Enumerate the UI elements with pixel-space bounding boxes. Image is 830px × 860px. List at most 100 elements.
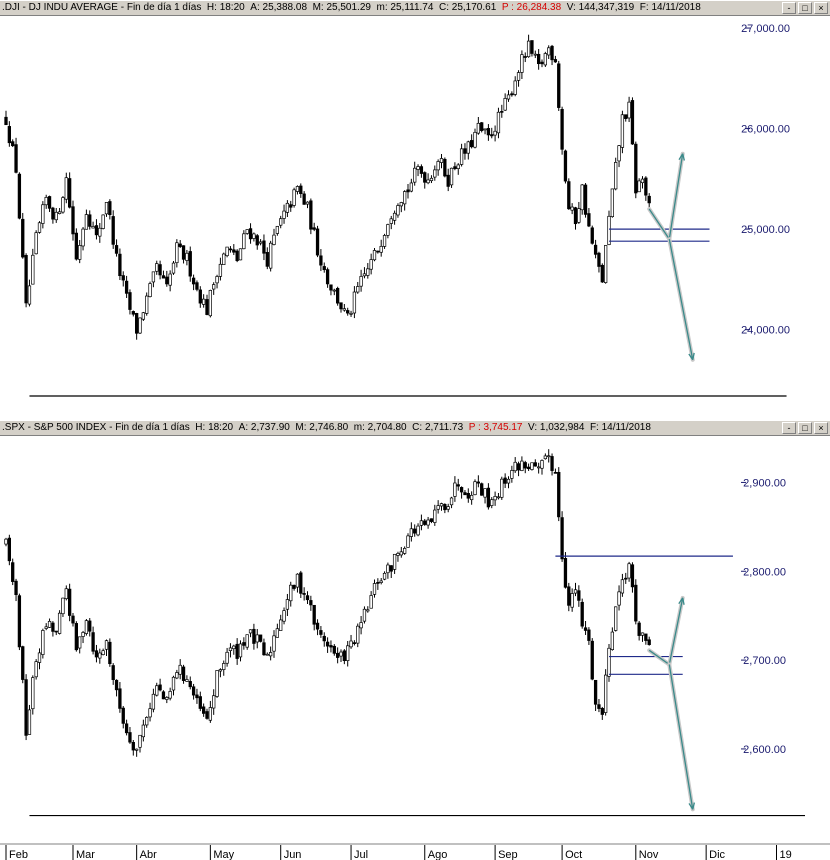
dji-candle bbox=[27, 285, 32, 305]
dji-candle bbox=[302, 193, 306, 205]
dji-candle bbox=[145, 295, 149, 314]
dji-candle bbox=[406, 189, 410, 193]
spx-candle bbox=[7, 537, 12, 562]
x-month-label: Jun bbox=[284, 849, 302, 860]
dji-projection-arrow-down-head bbox=[688, 352, 695, 361]
dji-candle bbox=[567, 181, 571, 210]
spx-candle bbox=[279, 619, 283, 631]
dji-candle bbox=[309, 200, 313, 230]
dji-candle bbox=[496, 111, 501, 134]
dji-candle bbox=[235, 250, 239, 262]
close-button[interactable]: × bbox=[814, 422, 828, 434]
spx-candle bbox=[325, 641, 330, 647]
spx-candle bbox=[98, 652, 102, 659]
dji-candle bbox=[138, 317, 142, 334]
spx-candle bbox=[349, 640, 353, 648]
spx-candle bbox=[245, 634, 249, 648]
spx-candle bbox=[235, 643, 239, 659]
spx-candle bbox=[14, 580, 18, 596]
spx-candle bbox=[175, 672, 179, 679]
spx-candle bbox=[486, 487, 491, 508]
dji-candle bbox=[372, 250, 377, 261]
spx-candle bbox=[419, 520, 424, 526]
dji-candle bbox=[634, 143, 638, 194]
minimize-button[interactable]: - bbox=[782, 2, 796, 14]
spx-candle bbox=[181, 666, 186, 681]
dji-candle bbox=[389, 218, 393, 224]
spx-candle bbox=[610, 631, 614, 650]
spx-candle bbox=[627, 563, 631, 579]
dji-candle bbox=[208, 290, 213, 317]
dji-candle bbox=[51, 207, 55, 220]
dji-candle bbox=[359, 276, 363, 287]
spx-candle bbox=[416, 525, 420, 536]
spx-candle bbox=[44, 626, 48, 629]
spx-candle bbox=[429, 518, 434, 522]
dji-candle bbox=[168, 273, 172, 286]
dji-candle bbox=[342, 308, 346, 311]
minimize-button[interactable]: - bbox=[782, 422, 796, 434]
dji-candle bbox=[255, 235, 259, 246]
dji-header-text: .DJI - DJ INDU AVERAGE - Fin de día 1 dí… bbox=[2, 2, 701, 13]
spx-candle bbox=[500, 478, 504, 498]
spx-candle bbox=[265, 653, 269, 656]
spx-candle bbox=[439, 503, 444, 507]
dji-candle bbox=[212, 284, 216, 290]
spx-candle bbox=[339, 651, 343, 657]
dji-candle bbox=[155, 263, 159, 272]
dji-candle bbox=[583, 184, 588, 215]
dji-candle bbox=[118, 253, 122, 277]
spx-candle bbox=[640, 632, 645, 636]
dji-candle bbox=[191, 277, 196, 285]
spx-y-tick-label: 2,800.00 bbox=[743, 566, 786, 578]
dji-candle bbox=[44, 197, 48, 206]
spx-candle bbox=[456, 484, 460, 487]
x-month-label: Abr bbox=[140, 849, 157, 860]
dji-candle bbox=[557, 63, 561, 108]
spx-candle bbox=[403, 548, 407, 554]
spx-candle bbox=[593, 679, 598, 705]
spx-candle bbox=[516, 463, 521, 471]
spx-candle bbox=[577, 590, 581, 601]
spx-candle bbox=[583, 627, 588, 631]
dji-candle bbox=[4, 116, 8, 126]
dji-candle bbox=[620, 114, 625, 148]
spx-candle bbox=[453, 482, 457, 497]
spx-candle bbox=[322, 635, 326, 642]
spx-candle bbox=[232, 645, 236, 650]
dji-candle bbox=[245, 229, 249, 234]
spx-candle bbox=[567, 586, 571, 606]
dji-candle bbox=[366, 268, 370, 276]
maximize-button[interactable]: □ bbox=[798, 2, 812, 14]
spx-projection-arrow-down bbox=[668, 664, 694, 810]
spx-candle bbox=[188, 681, 192, 688]
spx-candle bbox=[88, 620, 92, 632]
dji-candle bbox=[258, 241, 263, 244]
spx-candle bbox=[587, 629, 591, 641]
spx-candle bbox=[71, 615, 75, 624]
dji-candle bbox=[540, 61, 544, 65]
dji-candle bbox=[439, 158, 444, 163]
spx-candle bbox=[536, 466, 541, 469]
spx-candle bbox=[624, 577, 628, 580]
dji-candle bbox=[161, 275, 166, 279]
close-button[interactable]: × bbox=[814, 2, 828, 14]
dji-candle bbox=[413, 167, 417, 183]
spx-candle bbox=[634, 584, 638, 622]
spx-y-tick-label: 2,700.00 bbox=[743, 655, 786, 667]
dji-candle bbox=[617, 145, 621, 162]
dji-candle bbox=[292, 189, 296, 206]
maximize-button[interactable]: □ bbox=[798, 422, 812, 434]
spx-candle bbox=[31, 677, 35, 710]
dji-candle bbox=[590, 227, 594, 244]
dji-candle bbox=[473, 131, 477, 148]
spx-candle bbox=[600, 707, 604, 715]
dji-candle bbox=[47, 196, 52, 209]
spx-candle bbox=[111, 665, 115, 680]
spx-candle bbox=[305, 595, 310, 601]
spx-candle bbox=[165, 697, 169, 700]
spx-candle bbox=[570, 593, 574, 608]
spx-candle bbox=[543, 455, 547, 460]
spx-candle bbox=[372, 583, 377, 595]
